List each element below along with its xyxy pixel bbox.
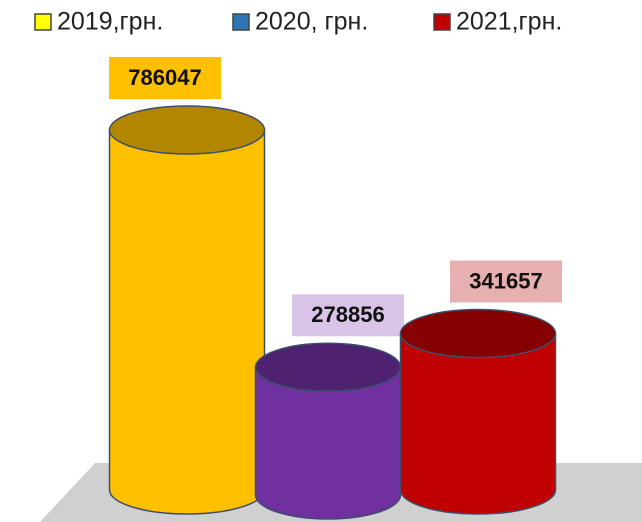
legend-swatch (232, 13, 250, 31)
data-label: 341657 (469, 268, 542, 293)
bar (108, 129, 266, 515)
cylinder (399, 308, 557, 515)
data-label-box (450, 260, 562, 303)
cylinder (108, 105, 266, 515)
data-label-box (292, 294, 404, 337)
data-label: 786047 (128, 65, 201, 90)
legend-label: 2020, грн. (255, 8, 368, 36)
cylinder-top (108, 105, 266, 155)
cylinder-top (399, 308, 557, 359)
bar (399, 332, 557, 515)
legend-label: 2021,грн. (456, 8, 562, 36)
cylinder (254, 342, 402, 520)
legend-label: 2019,грн. (57, 8, 163, 36)
legend-swatch (433, 13, 451, 31)
cylinder-top (254, 342, 402, 393)
data-label-box (109, 57, 221, 99)
bar (254, 366, 402, 520)
legend-swatch (34, 13, 52, 31)
data-label: 278856 (311, 302, 384, 327)
